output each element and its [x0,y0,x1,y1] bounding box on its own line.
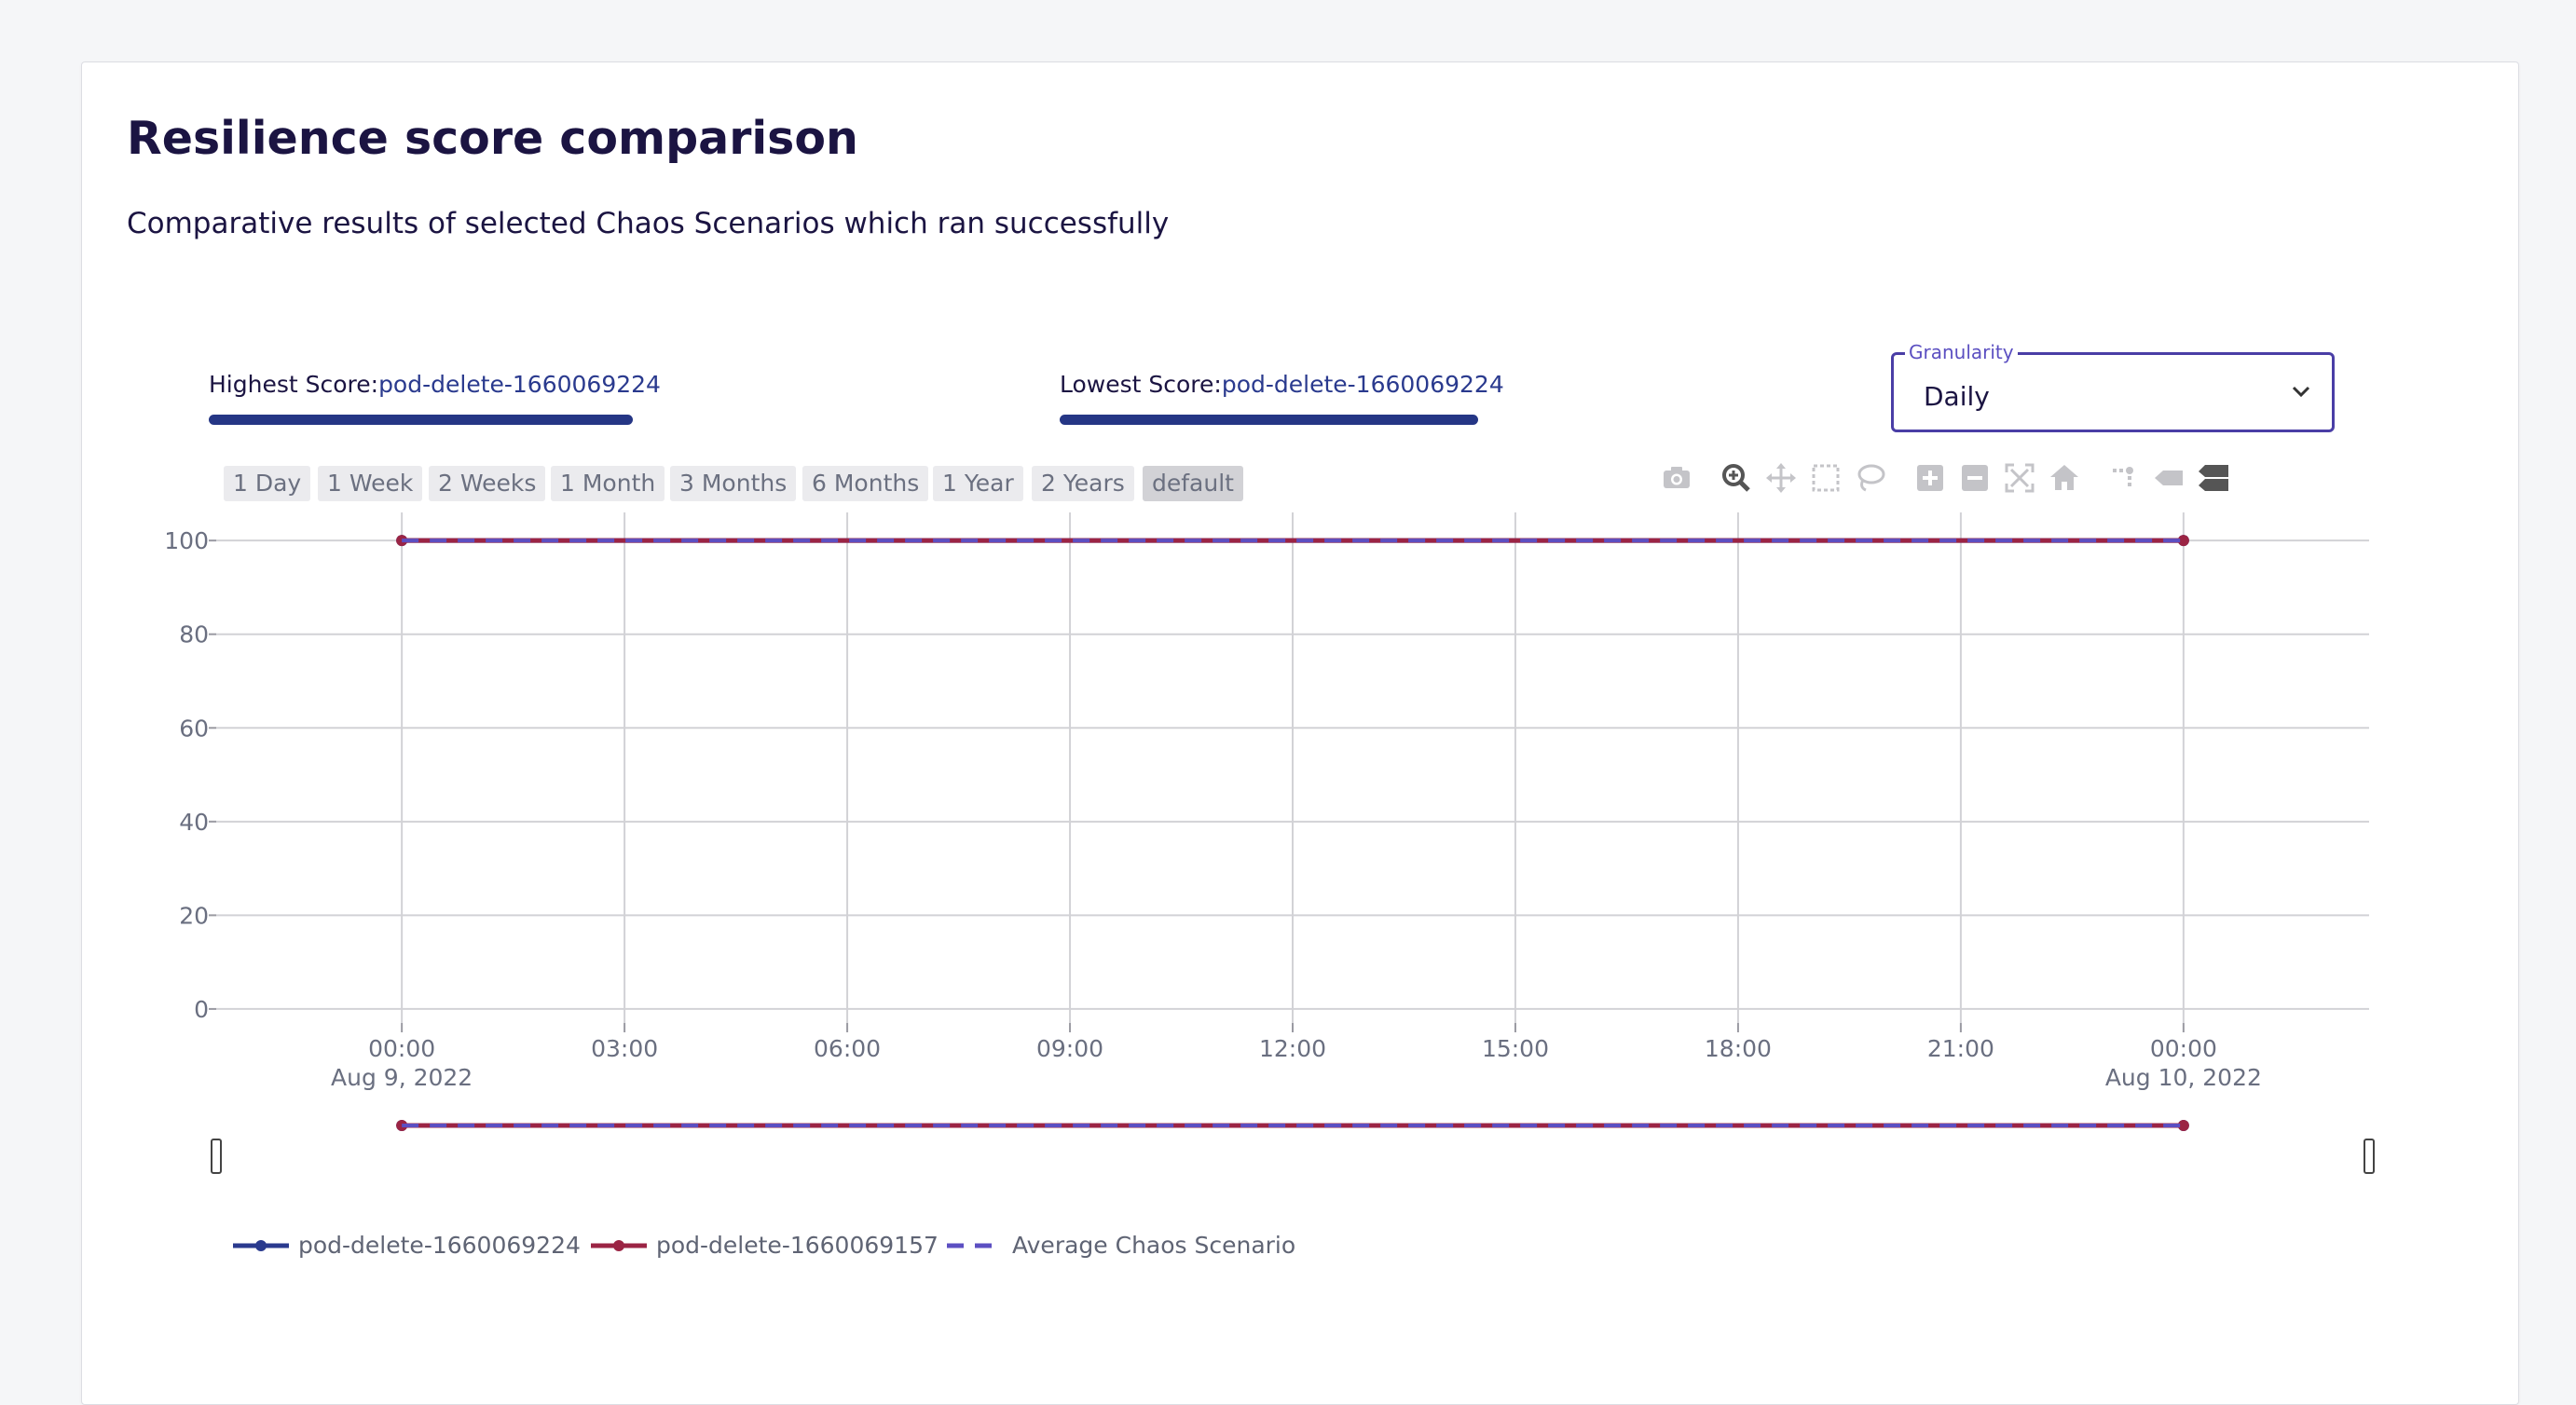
y-tick-label: 40 [179,809,209,836]
zoom-icon[interactable] [1720,461,1753,495]
legend-line-average [947,1243,1003,1248]
home-icon[interactable] [2048,461,2081,495]
x-tick-label: 09:00 [1036,1035,1103,1062]
range-slider-left-handle[interactable] [211,1139,222,1174]
x-tick-label: 12:00 [1259,1035,1326,1062]
lasso-icon[interactable] [1854,461,1887,495]
range-1-month-button[interactable]: 1 Month [551,466,665,501]
x-tick-label: 18:00 [1705,1035,1772,1062]
range-2-weeks-button[interactable]: 2 Weeks [429,466,546,501]
hover-closest-icon[interactable] [2152,461,2185,495]
range-slider[interactable] [211,1120,2375,1174]
lowest-score-bar [1060,415,1478,425]
lowest-score-value: pod-delete-1660069224 [1221,371,1504,398]
zoom-in-icon[interactable] [1913,461,1947,495]
range-default-button[interactable]: default [1143,466,1243,501]
highest-score-bar [209,415,633,425]
data-point[interactable] [2177,1120,2189,1131]
y-tick-label: 20 [179,902,209,929]
x-tick-date-label: Aug 9, 2022 [331,1064,473,1091]
resilience-card [81,61,2519,1405]
range-1-year-button[interactable]: 1 Year [933,466,1023,501]
highest-score: Highest Score:pod-delete-1660069224 [209,371,661,398]
x-tick-label: 21:00 [1927,1035,1994,1062]
x-tick-label: 15:00 [1482,1035,1549,1062]
x-tick-label: 03:00 [591,1035,658,1062]
chevron-down-icon [2292,386,2310,398]
legend-line-series-1 [233,1240,289,1251]
lowest-score-label: Lowest Score: [1060,371,1222,398]
autoscale-icon[interactable] [2003,461,2036,495]
y-tick-label: 0 [194,996,209,1023]
granularity-value: Daily [1924,381,1990,412]
range-2-years-button[interactable]: 2 Years [1032,466,1134,501]
highest-score-label: Highest Score: [209,371,379,398]
pan-icon[interactable] [1764,461,1798,495]
lowest-score: Lowest Score:pod-delete-1660069224 [1060,371,1504,398]
data-point[interactable] [2177,535,2189,547]
spike-lines-icon[interactable] [2107,461,2141,495]
zoom-out-icon[interactable] [1958,461,1992,495]
y-tick-label: 60 [179,715,209,742]
page-subtitle: Comparative results of selected Chaos Sc… [127,207,1170,240]
range-6-months-button[interactable]: 6 Months [802,466,929,501]
x-tick-date-label: Aug 10, 2022 [2105,1064,2262,1091]
x-tick-label: 00:00 [2150,1035,2217,1062]
page-title: Resilience score comparison [127,112,858,165]
granularity-select[interactable]: Granularity Daily [1891,341,2335,432]
range-3-months-button[interactable]: 3 Months [670,466,797,501]
granularity-label: Granularity [1905,341,2018,363]
legend-line-series-2 [591,1240,647,1251]
chart-plot-area [396,535,2189,547]
legend-label-series-1: pod-delete-1660069224 [298,1232,581,1259]
y-tick-label: 80 [179,621,209,648]
range-slider-right-handle[interactable] [2364,1139,2375,1174]
range-1-week-button[interactable]: 1 Week [318,466,423,501]
hover-compare-icon[interactable] [2197,461,2230,495]
legend-label-series-2: pod-delete-1660069157 [656,1232,939,1259]
x-tick-label: 06:00 [814,1035,881,1062]
range-1-day-button[interactable]: 1 Day [224,466,311,501]
box-select-icon[interactable] [1809,461,1843,495]
y-tick-label: 100 [164,527,209,554]
legend-label-average: Average Chaos Scenario [1012,1232,1296,1259]
highest-score-value: pod-delete-1660069224 [378,371,661,398]
y-axis: 0 20 40 60 80 100 [164,527,216,1023]
camera-icon[interactable] [1660,461,1693,495]
x-tick-label: 00:00 [368,1035,435,1062]
chart-grid [216,512,2369,1023]
